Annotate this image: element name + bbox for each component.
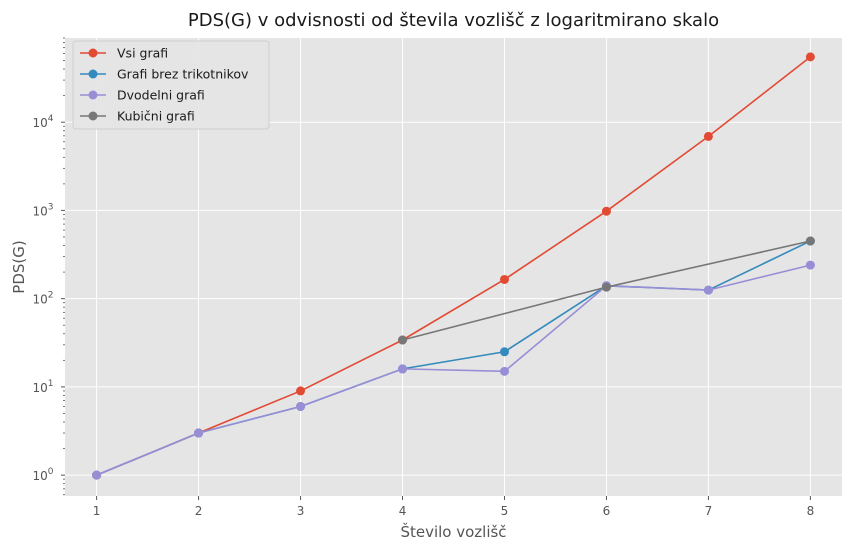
chart-title: PDS(G) v odvisnosti od števila vozlišč z… (188, 10, 719, 31)
data-point (296, 386, 306, 396)
data-point (499, 347, 509, 357)
legend-swatch-marker (88, 69, 98, 79)
data-point (194, 428, 204, 438)
y-tick-label: 104 (32, 114, 53, 130)
x-tick-label: 5 (501, 504, 509, 518)
legend-label: Dvodelni grafi (117, 88, 205, 103)
data-point (499, 366, 509, 376)
legend-box (72, 40, 270, 130)
data-point (805, 260, 815, 270)
legend-label: Vsi grafi (117, 46, 168, 61)
y-axis: 100 101 102 103 104 (32, 37, 65, 496)
legend: Vsi grafi Grafi brez trikotnikov Dvodelni … (72, 40, 270, 130)
data-point (296, 401, 306, 411)
data-point (601, 206, 611, 216)
y-axis-label: PDS(G) (10, 240, 28, 293)
series-line (96, 56, 811, 476)
legend-label: Kubični grafi (117, 109, 195, 124)
y-tick-label: 100 (32, 467, 53, 483)
legend-swatch-marker (88, 90, 98, 100)
data-point (499, 274, 509, 284)
legend-swatch-marker (88, 111, 98, 121)
x-tick-label: 1 (93, 504, 101, 518)
series-line (96, 264, 811, 476)
data-point (805, 52, 815, 62)
data-point (601, 282, 611, 292)
x-tick-label: 2 (195, 504, 203, 518)
x-axis: 1 2 3 4 5 6 7 8 (93, 496, 814, 518)
data-point (92, 470, 102, 480)
y-tick-label: 102 (32, 291, 53, 307)
x-tick-label: 6 (603, 504, 611, 518)
data-point (703, 285, 713, 295)
data-point (398, 335, 408, 345)
x-tick-label: 3 (297, 504, 305, 518)
x-tick-label: 8 (807, 504, 815, 518)
data-point (805, 236, 815, 246)
x-tick-label: 4 (399, 504, 407, 518)
data-point (398, 364, 408, 374)
data-point (703, 131, 713, 141)
y-tick-label: 103 (32, 202, 53, 218)
y-tick-label: 101 (32, 379, 53, 395)
grid (65, 38, 842, 496)
legend-label: Grafi brez trikotnikov (117, 67, 249, 82)
series-group (92, 52, 815, 480)
x-tick-label: 7 (705, 504, 713, 518)
legend-swatch-marker (88, 48, 98, 58)
x-axis-label: Število vozlišč (400, 522, 506, 541)
